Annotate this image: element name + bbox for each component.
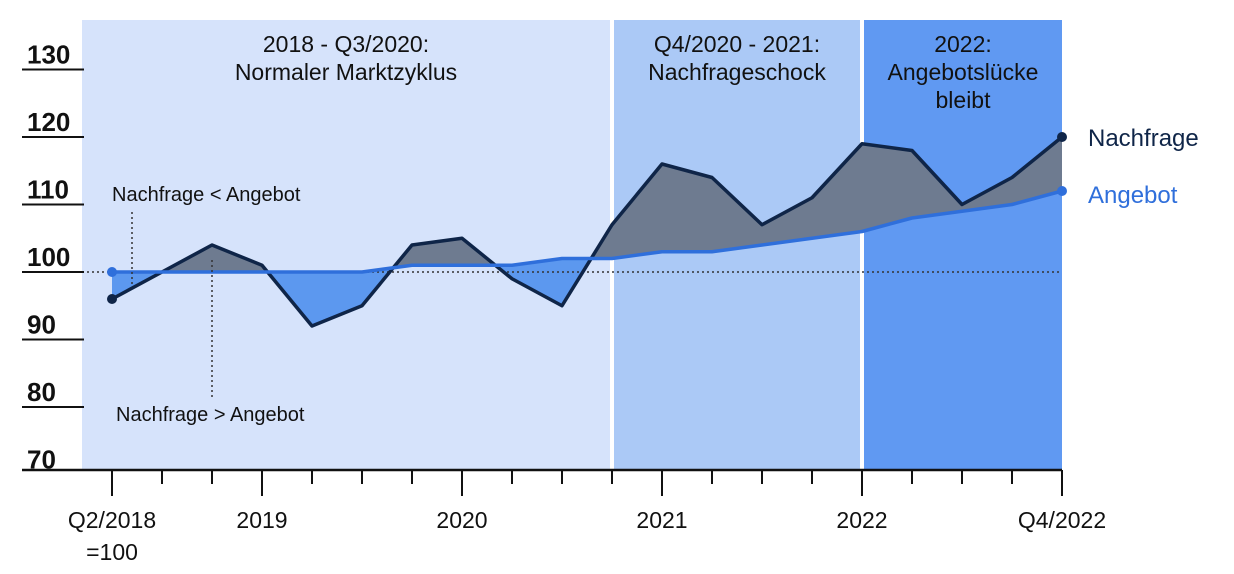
x-tick-label-7-line-1: 2020	[436, 507, 487, 533]
gap-fill-demand-above-10-0	[612, 164, 662, 259]
gap-fill-demand-above-12-0	[712, 177, 762, 252]
gap-fill-demand-above-11-0	[662, 164, 712, 252]
phase-title-1-line-1: 2018 - Q3/2020:	[263, 31, 429, 57]
series-label-nachfrage: Nachfrage	[1088, 125, 1199, 152]
phase-background-3	[864, 20, 1062, 470]
gap-fill-demand-above-16-0	[912, 150, 962, 218]
x-tick-label-0-line-2: =100	[86, 539, 138, 565]
series-end-point-angebot	[1057, 186, 1067, 196]
y-tick-label-130: 130	[27, 40, 70, 70]
series-label-angebot: Angebot	[1088, 182, 1178, 209]
x-tick-label-3-line-1: 2019	[236, 507, 287, 533]
series-end-point-nachfrage	[1057, 132, 1067, 142]
x-tick-label-0-line-1: Q2/2018	[68, 507, 156, 533]
series-line-nachfrage	[111, 135, 1064, 328]
axes	[22, 68, 1063, 496]
y-tick-label-90: 90	[27, 310, 56, 340]
annotation-demand-above-supply: Nachfrage > Angebot	[116, 404, 305, 426]
gap-fill-demand-above-18-0	[1012, 137, 1062, 205]
phase-title-3-line-1: 2022:	[934, 31, 992, 57]
chart-labels: 2018 - Q3/2020:Normaler Marktzyklus Q4/20…	[27, 31, 1199, 565]
x-tick-label-11-line-1: 2021	[636, 507, 687, 533]
annotation-demand-below-supply: Nachfrage < Angebot	[112, 184, 301, 206]
phase-title-3-line-2: Angebotslücke	[888, 59, 1039, 85]
y-tick-label-120: 120	[27, 107, 70, 137]
y-tick-label-80: 80	[27, 377, 56, 407]
y-tick-label-110: 110	[27, 175, 69, 205]
phase-background-1	[82, 20, 610, 470]
phase-title-2-line-1: Q4/2020 - 2021:	[654, 31, 820, 57]
series-lines	[22, 132, 1067, 328]
gap-fill-demand-below-4-0	[312, 272, 362, 326]
series-line-angebot	[112, 189, 1063, 274]
series-start-point-nachfrage	[107, 294, 117, 304]
gap-fill-demand-below-8-0	[512, 258, 562, 306]
gap-fill-demand-above-14-0	[812, 143, 862, 239]
x-tick-label-19-line-1: Q4/2022	[1018, 507, 1106, 533]
phase-title-3-line-3: bleibt	[936, 87, 992, 113]
series-start-point-angebot	[107, 267, 117, 277]
x-tick-label-15-line-1: 2022	[836, 507, 887, 533]
gap-fill-demand-above-13-0	[762, 197, 812, 245]
phase-backgrounds	[82, 20, 1062, 470]
y-tick-label-70: 70	[27, 445, 56, 475]
y-tick-label-100: 100	[27, 242, 70, 272]
gap-fill-demand-above-15-0	[862, 143, 912, 232]
phase-title-1-line-2: Normaler Marktzyklus	[235, 59, 457, 85]
phase-title-2-line-2: Nachfrageschock	[648, 59, 826, 85]
